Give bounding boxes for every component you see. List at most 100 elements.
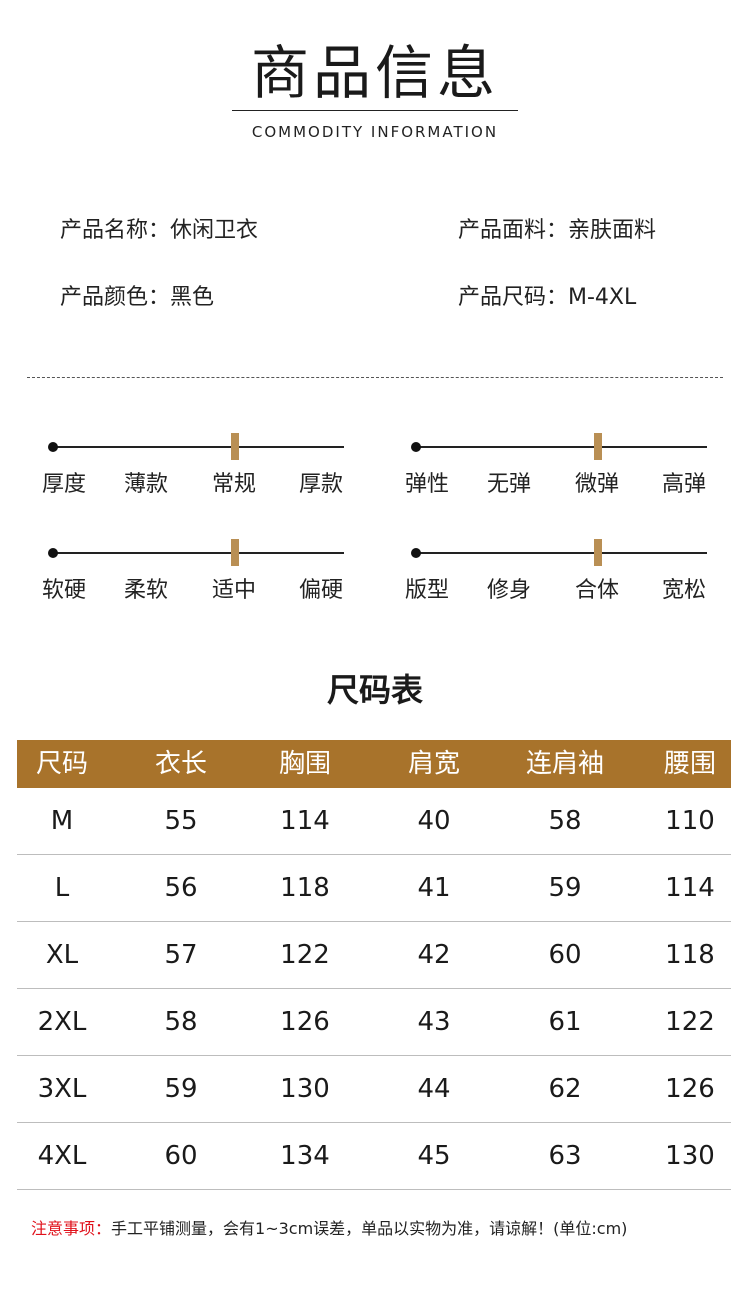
scale-option: 偏硬 xyxy=(298,578,344,603)
table-cell: 59 xyxy=(548,873,582,903)
info-value: 休闲卫衣 xyxy=(170,218,259,243)
info-label: 产品名称： xyxy=(60,218,171,243)
table-cell: 44 xyxy=(417,1074,451,1104)
scale-fit: 版型 修身 合体 宽松 xyxy=(403,538,715,618)
scale-selected-marker xyxy=(231,539,239,566)
table-cell: 114 xyxy=(665,873,715,903)
scale-option: 微弹 xyxy=(574,472,620,497)
table-cell: 126 xyxy=(280,1007,330,1037)
scale-option: 修身 xyxy=(486,578,532,603)
table-cell: 118 xyxy=(280,873,330,903)
scale-name: 弹性 xyxy=(404,472,450,497)
page-subtitle: COMMODITY INFORMATION xyxy=(251,123,499,141)
info-label: 产品颜色： xyxy=(60,285,171,310)
scale-start-dot xyxy=(411,548,421,558)
table-row: M 55 114 40 58 110 xyxy=(17,788,731,855)
table-cell: 63 xyxy=(548,1141,582,1171)
table-cell: 56 xyxy=(164,873,198,903)
table-cell: 58 xyxy=(548,806,582,836)
table-cell: 3XL xyxy=(37,1074,87,1104)
scale-option: 适中 xyxy=(211,578,257,603)
info-label: 产品面料： xyxy=(458,218,569,243)
notice: 注意事项：手工平铺测量，会有1~3cm误差，单品以实物为准，请谅解！(单位:cm… xyxy=(31,1216,627,1242)
table-row: XL 57 122 42 60 118 xyxy=(17,922,731,989)
table-cell: 122 xyxy=(665,1007,715,1037)
table-header-cell: 衣长 xyxy=(154,749,208,779)
table-cell: 58 xyxy=(164,1007,198,1037)
scale-option: 无弹 xyxy=(486,472,532,497)
notice-label: 注意事项： xyxy=(31,1219,112,1238)
table-cell: 4XL xyxy=(37,1141,87,1171)
scale-selected-marker xyxy=(231,433,239,460)
scale-selected-marker xyxy=(594,539,602,566)
table-cell: 134 xyxy=(280,1141,330,1171)
table-cell: 114 xyxy=(280,806,330,836)
table-row: L 56 118 41 59 114 xyxy=(17,855,731,922)
table-cell: 61 xyxy=(548,1007,582,1037)
scale-start-dot xyxy=(411,442,421,452)
info-value: 黑色 xyxy=(170,285,215,310)
table-header-cell: 连肩袖 xyxy=(525,749,605,779)
scale-option: 高弹 xyxy=(661,472,707,497)
scale-option: 薄款 xyxy=(123,472,169,497)
scale-line xyxy=(52,552,344,554)
table-cell: 42 xyxy=(417,940,451,970)
scale-thickness: 厚度 薄款 常规 厚款 xyxy=(40,432,352,512)
table-cell: 130 xyxy=(665,1141,715,1171)
table-cell: 40 xyxy=(417,806,451,836)
table-cell: 130 xyxy=(280,1074,330,1104)
scale-elasticity: 弹性 无弹 微弹 高弹 xyxy=(403,432,715,512)
table-row: 4XL 60 134 45 63 130 xyxy=(17,1123,731,1190)
table-row: 3XL 59 130 44 62 126 xyxy=(17,1056,731,1123)
scale-selected-marker xyxy=(594,433,602,460)
table-cell: 55 xyxy=(164,806,198,836)
title-underline xyxy=(232,110,518,111)
size-table: 尺码 衣长 胸围 肩宽 连肩袖 腰围 M 55 114 40 58 110 L 56 118 41… xyxy=(17,740,731,1190)
table-cell: 43 xyxy=(417,1007,451,1037)
table-cell: 60 xyxy=(164,1141,198,1171)
table-row: 2XL 58 126 43 61 122 xyxy=(17,989,731,1056)
table-cell: M xyxy=(50,806,74,836)
scale-line xyxy=(415,446,707,448)
notice-text: 手工平铺测量，会有1~3cm误差，单品以实物为准，请谅解！(单位:cm) xyxy=(111,1219,628,1238)
info-product-size: 产品尺码：M-4XL xyxy=(458,283,636,313)
scale-option: 常规 xyxy=(211,472,257,497)
table-cell: 45 xyxy=(417,1141,451,1171)
table-header-cell: 腰围 xyxy=(663,749,717,779)
scale-option: 厚款 xyxy=(298,472,344,497)
table-cell: XL xyxy=(45,940,79,970)
table-cell: 110 xyxy=(665,806,715,836)
info-product-color: 产品颜色：黑色 xyxy=(60,283,214,313)
table-cell: L xyxy=(54,873,70,903)
table-header-cell: 尺码 xyxy=(35,749,89,779)
table-cell: 57 xyxy=(164,940,198,970)
info-value: 亲肤面料 xyxy=(568,218,657,243)
scale-line xyxy=(52,446,344,448)
info-product-name: 产品名称：休闲卫衣 xyxy=(60,216,258,246)
scale-name: 版型 xyxy=(404,578,450,603)
scale-name: 软硬 xyxy=(41,578,87,603)
table-cell: 62 xyxy=(548,1074,582,1104)
table-cell: 118 xyxy=(665,940,715,970)
table-header-cell: 胸围 xyxy=(278,749,332,779)
table-cell: 122 xyxy=(280,940,330,970)
size-chart-title: 尺码表 xyxy=(326,671,423,709)
table-body: M 55 114 40 58 110 L 56 118 41 59 114 XL 57 122 42 60 118… xyxy=(17,788,731,1190)
table-cell: 59 xyxy=(164,1074,198,1104)
scale-start-dot xyxy=(48,548,58,558)
scale-option: 宽松 xyxy=(661,578,707,603)
info-value: M-4XL xyxy=(568,285,637,310)
table-cell: 60 xyxy=(548,940,582,970)
info-label: 产品尺码： xyxy=(458,285,569,310)
dashed-divider xyxy=(27,377,723,378)
table-header-cell: 肩宽 xyxy=(407,749,461,779)
table-cell: 126 xyxy=(665,1074,715,1104)
table-cell: 2XL xyxy=(37,1007,87,1037)
table-header: 尺码 衣长 胸围 肩宽 连肩袖 腰围 xyxy=(17,740,731,788)
scale-option: 柔软 xyxy=(123,578,169,603)
scale-softness: 软硬 柔软 适中 偏硬 xyxy=(40,538,352,618)
scale-line xyxy=(415,552,707,554)
table-cell: 41 xyxy=(417,873,451,903)
scale-option: 合体 xyxy=(574,578,620,603)
info-product-fabric: 产品面料：亲肤面料 xyxy=(458,216,656,246)
